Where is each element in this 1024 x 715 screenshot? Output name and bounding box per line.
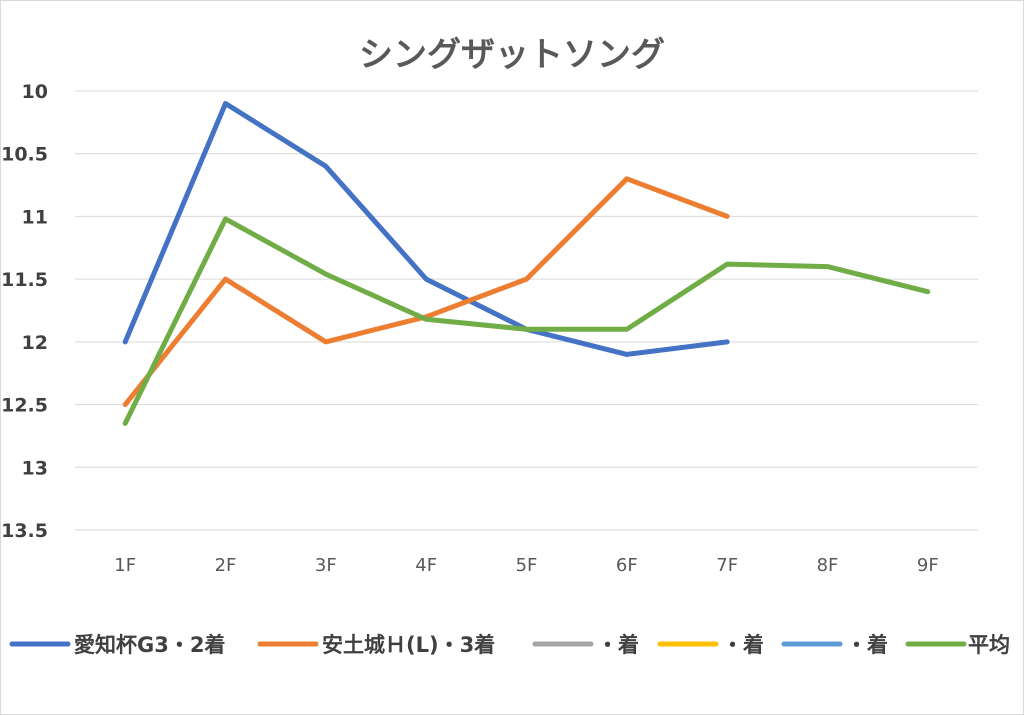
legend-label-5: 平均 — [968, 633, 1010, 657]
x-tick-label: 8F — [817, 555, 839, 576]
legend-label-0: 愛知杯G3・2着 — [74, 633, 225, 657]
y-tick-label: 10.5 — [1, 144, 48, 166]
y-tick-label: 10 — [22, 81, 48, 103]
gridlines — [75, 90, 978, 531]
legend-label-4: ・着 — [846, 633, 888, 657]
legend-label-3: ・着 — [722, 633, 764, 657]
x-tick-label: 4F — [415, 555, 437, 576]
legend-label-1: 安土城Ｈ(L)・3着 — [322, 633, 495, 657]
x-tick-label: 7F — [716, 555, 738, 576]
x-tick-label: 5F — [516, 555, 538, 576]
x-tick-label: 6F — [616, 555, 638, 576]
x-tick-label: 9F — [917, 555, 939, 576]
y-tick-label: 11.5 — [1, 269, 48, 291]
x-axis-ticks: 1F 2F 3F 4F 5F 6F 7F 8F 9F — [114, 555, 938, 576]
y-tick-label: 12 — [22, 332, 48, 354]
y-tick-label: 13 — [22, 457, 48, 479]
x-tick-label: 3F — [315, 555, 337, 576]
series-line-1 — [122, 176, 730, 408]
chart-title: シングザットソング — [359, 35, 665, 75]
legend-label-2: ・着 — [597, 633, 639, 657]
y-tick-label: 11 — [22, 206, 48, 228]
series-line-5 — [122, 216, 931, 426]
y-tick-label: 13.5 — [1, 520, 48, 542]
x-tick-label: 1F — [114, 555, 136, 576]
series-lines — [122, 101, 931, 426]
y-axis-ticks: 10 10.5 11 11.5 12 12.5 13 13.5 — [1, 81, 48, 542]
y-tick-label: 12.5 — [1, 395, 48, 417]
x-tick-label: 2F — [215, 555, 237, 576]
series-line-0 — [122, 101, 730, 357]
legend: 愛知杯G3・2着 安土城Ｈ(L)・3着 ・着 ・着 ・着 平均 — [9, 633, 1010, 657]
